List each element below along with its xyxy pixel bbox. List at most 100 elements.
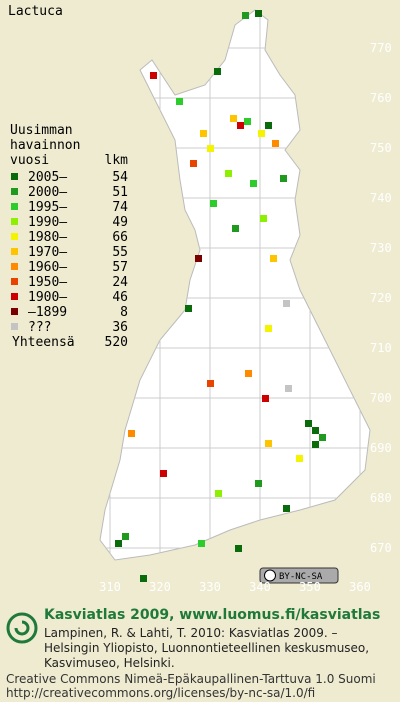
legend-label: 1995– (28, 200, 67, 215)
y-tick-label: 770 (370, 41, 392, 55)
legend-swatch (11, 233, 18, 240)
obs-square (215, 490, 222, 497)
legend-swatch (11, 278, 18, 285)
obs-square (283, 505, 290, 512)
obs-square (200, 130, 207, 137)
badge-box (259, 567, 339, 584)
obs-square (280, 175, 287, 182)
legend-label: 1950– (28, 275, 67, 290)
legend-swatch (11, 218, 18, 225)
citation: Helsingin Yliopisto, Luonnontieteellinen… (44, 641, 369, 655)
obs-square (122, 533, 129, 540)
obs-square (207, 145, 214, 152)
citation: Kasvimuseo, Helsinki. (44, 656, 175, 670)
legend-count: 55 (112, 245, 128, 260)
obs-square (319, 434, 326, 441)
obs-square (140, 575, 147, 582)
legend-count: 74 (112, 200, 128, 215)
y-tick-label: 690 (370, 441, 392, 455)
obs-square (185, 305, 192, 312)
legend: Uusimman havainnon vuosi lkm 2005– 54 2000… (10, 123, 128, 350)
obs-square (265, 122, 272, 129)
x-tick-label: 360 (349, 580, 371, 594)
legend-count: 51 (112, 185, 128, 200)
legend-label: 1900– (28, 290, 67, 305)
legend-label: ??? (28, 320, 51, 335)
obs-square (262, 395, 269, 402)
legend-swatch (11, 293, 18, 300)
x-tick-label: 310 (99, 580, 121, 594)
legend-total-label: Yhteensä (12, 335, 75, 350)
legend-label: 1980– (28, 230, 67, 245)
citation: Lampinen, R. & Lahti, T. 2010: Kasviatla… (44, 626, 338, 640)
obs-square (265, 440, 272, 447)
obs-square (244, 118, 251, 125)
license-url: http://creativecommons.org/licenses/by-n… (6, 686, 315, 700)
map-title: Lactuca (8, 4, 63, 19)
legend-label: 1960– (28, 260, 67, 275)
legend-header: Uusimman (10, 123, 73, 138)
obs-square (265, 325, 272, 332)
obs-square (250, 180, 257, 187)
legend-count: 57 (112, 260, 128, 275)
obs-square (272, 140, 279, 147)
logo-ring (6, 612, 38, 644)
obs-square (176, 98, 183, 105)
cc-icon (264, 569, 276, 582)
obs-square (115, 540, 122, 547)
obs-square (128, 430, 135, 437)
obs-square (312, 441, 319, 448)
obs-square (255, 480, 262, 487)
legend-swatch (11, 263, 18, 270)
obs-square (296, 455, 303, 462)
y-tick-label: 710 (370, 341, 392, 355)
legend-swatch (11, 173, 18, 180)
y-tick-label: 720 (370, 291, 392, 305)
obs-square (232, 225, 239, 232)
legend-swatch (11, 248, 18, 255)
badge-text: BY-NC-SA (279, 572, 323, 582)
legend-swatch (11, 323, 18, 330)
legend-swatch (11, 203, 18, 210)
legend-count: 66 (112, 230, 128, 245)
footer-heading: Kasviatlas 2009, www.luomus.fi/kasviatla… (44, 607, 380, 623)
obs-square (214, 68, 221, 75)
legend-count: 54 (112, 170, 128, 185)
x-tick-label: 340 (249, 580, 271, 594)
legend-swatch (11, 188, 18, 195)
obs-square (230, 115, 237, 122)
obs-square (210, 200, 217, 207)
obs-square (305, 420, 312, 427)
obs-square (207, 380, 214, 387)
obs-square (260, 215, 267, 222)
y-tick-label: 680 (370, 491, 392, 505)
x-tick-label: 330 (199, 580, 221, 594)
y-tick-label: 760 (370, 91, 392, 105)
license-text: Creative Commons Nimeä-Epäkaupallinen-Ta… (6, 672, 376, 686)
obs-square (225, 170, 232, 177)
logo (6, 612, 38, 644)
obs-square (270, 255, 277, 262)
legend-label: 1990– (28, 215, 67, 230)
legend-total: 520 (105, 335, 128, 350)
legend-swatch (11, 308, 18, 315)
legend-label: 1970– (28, 245, 67, 260)
obs-square (150, 72, 157, 79)
footer: Kasviatlas 2009, www.luomus.fi/kasviatla… (6, 607, 380, 700)
obs-square (190, 160, 197, 167)
y-tick-label: 740 (370, 191, 392, 205)
obs-square (312, 427, 319, 434)
license-badge: BY-NC-SA (259, 567, 339, 584)
obs-square (245, 370, 252, 377)
legend-count-header: lkm (105, 153, 129, 168)
obs-square (235, 545, 242, 552)
obs-square (255, 10, 262, 17)
y-tick-label: 700 (370, 391, 392, 405)
y-tick-label: 750 (370, 141, 392, 155)
legend-count: 8 (120, 305, 128, 320)
legend-label: 2005– (28, 170, 67, 185)
y-tick-label: 730 (370, 241, 392, 255)
y-tick-label: 670 (370, 541, 392, 555)
obs-square (198, 540, 205, 547)
